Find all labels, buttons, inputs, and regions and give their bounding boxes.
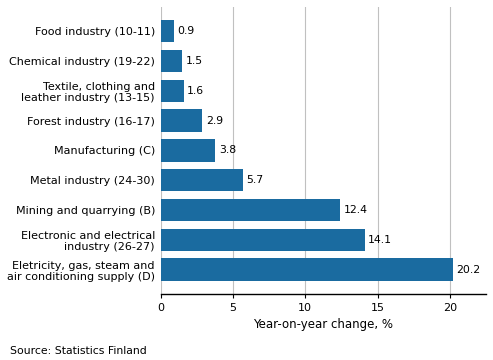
Text: 0.9: 0.9 [177, 26, 194, 36]
Text: 1.6: 1.6 [187, 86, 205, 96]
Text: 14.1: 14.1 [368, 235, 392, 245]
Bar [161, 169, 243, 192]
Text: Source: Statistics Finland: Source: Statistics Finland [10, 346, 146, 356]
Bar [161, 258, 453, 281]
Text: 2.9: 2.9 [206, 116, 223, 126]
Text: 1.5: 1.5 [186, 56, 203, 66]
X-axis label: Year-on-year change, %: Year-on-year change, % [253, 319, 393, 332]
Bar [161, 229, 364, 251]
Text: 5.7: 5.7 [246, 175, 264, 185]
Bar [161, 50, 182, 72]
Text: 12.4: 12.4 [344, 205, 368, 215]
Text: 20.2: 20.2 [457, 265, 481, 275]
Bar [161, 109, 203, 132]
Bar [161, 199, 340, 221]
Bar [161, 139, 215, 162]
Bar [161, 20, 174, 42]
Bar [161, 80, 184, 102]
Text: 3.8: 3.8 [219, 145, 236, 156]
